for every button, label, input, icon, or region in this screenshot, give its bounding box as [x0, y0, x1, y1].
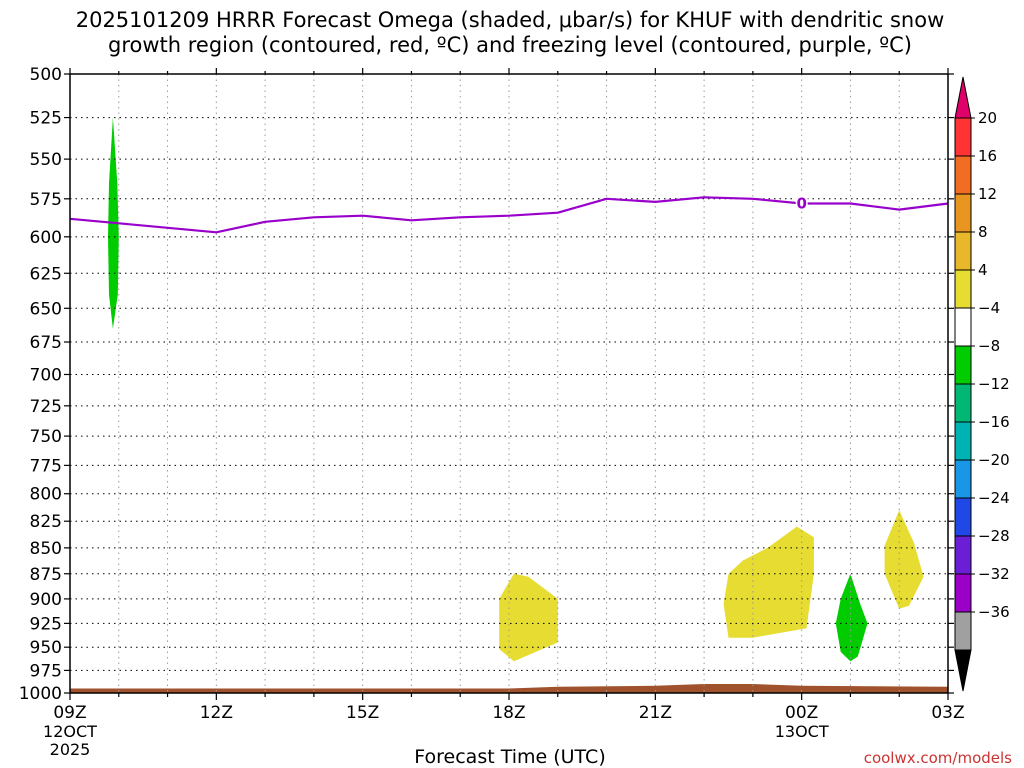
colorbar-bin-9 [954, 459, 972, 499]
colorbar-label-11: −28 [978, 527, 1010, 545]
colorbar-bin-2 [954, 193, 972, 233]
y-tick-label-950: 950 [30, 638, 62, 658]
colorbar-bottom-arrow [954, 649, 972, 692]
colorbar-bin-5 [954, 307, 972, 347]
freezing-level-line [69, 196, 949, 234]
colorbar: 20 16 12 8 4 −4 −8 −12 −16 −20 −24 −28 −32 −36 [954, 76, 1010, 692]
y-tick-label-725: 725 [30, 397, 62, 417]
omega-shaded-region-1 [499, 573, 558, 662]
colorbar-bin-11 [954, 535, 972, 575]
x-tick-label-0: 09Z [53, 703, 86, 723]
y-tick-label-525: 525 [30, 109, 62, 129]
x-tick-label-1: 12Z [200, 703, 233, 723]
y-tick-label-825: 825 [30, 512, 62, 532]
x-tick-label-6: 03Z [931, 703, 964, 723]
x-tick-sublabel-0-0: 12OCT [43, 722, 97, 741]
y-tick-label-750: 750 [30, 427, 62, 447]
y-tick-label-975: 975 [30, 661, 62, 681]
omega-shaded-region-2 [723, 526, 814, 638]
x-tick-label-4: 21Z [639, 703, 672, 723]
x-tick-sublabel-5-0: 13OCT [775, 722, 829, 741]
colorbar-label-7: −12 [978, 375, 1010, 393]
y-tick-label-800: 800 [30, 485, 62, 505]
colorbar-bin-7 [954, 383, 972, 423]
colorbar-label-4: 4 [978, 261, 988, 279]
y-tick-label-600: 600 [30, 228, 62, 248]
chart-title-line-2: growth region (contoured, red, ºC) and f… [108, 33, 912, 57]
colorbar-bin-12 [954, 573, 972, 613]
colorbar-bin-1 [954, 155, 972, 195]
colorbar-bin-3 [954, 231, 972, 271]
omega-shaded-region-4 [884, 510, 924, 609]
colorbar-bin-10 [954, 497, 972, 537]
colorbar-label-12: −32 [978, 565, 1010, 583]
y-tick-label-550: 550 [30, 150, 62, 170]
y-tick-label-775: 775 [30, 456, 62, 476]
colorbar-bin-4 [954, 269, 972, 309]
colorbar-label-10: −24 [978, 489, 1010, 507]
credit-text[interactable]: coolwx.com/models [864, 749, 1012, 767]
colorbar-label-0: 20 [978, 109, 997, 127]
colorbar-bin-6 [954, 345, 972, 385]
y-tick-label-500: 500 [30, 65, 62, 85]
colorbar-label-6: −8 [978, 337, 1000, 355]
y-tick-label-575: 575 [30, 190, 62, 210]
colorbar-label-9: −20 [978, 451, 1010, 469]
x-axis-label: Forecast Time (UTC) [414, 746, 605, 768]
y-tick-label-850: 850 [30, 539, 62, 559]
plot-area: 0 [69, 73, 949, 694]
colorbar-bin-8 [954, 421, 972, 461]
colorbar-label-13: −36 [978, 603, 1010, 621]
freezing-level-label: 0 [796, 194, 806, 212]
colorbar-top-arrow [954, 76, 972, 119]
colorbar-bin-0 [954, 117, 972, 157]
omega-shaded-region-3 [835, 573, 868, 662]
colorbar-label-2: 12 [978, 185, 997, 203]
y-tick-label-675: 675 [30, 333, 62, 353]
chart-title-line-1: 2025101209 HRRR Forecast Omega (shaded, … [76, 8, 945, 32]
terrain-fill [70, 684, 948, 693]
y-tick-label-625: 625 [30, 264, 62, 284]
colorbar-bin-13 [954, 611, 972, 651]
colorbar-label-1: 16 [978, 147, 997, 165]
x-tick-label-5: 00Z [785, 703, 818, 723]
colorbar-label-8: −16 [978, 413, 1010, 431]
y-tick-label-650: 650 [30, 299, 62, 319]
colorbar-label-3: 8 [978, 223, 988, 241]
y-tick-label-925: 925 [30, 614, 62, 634]
x-tick-label-2: 15Z [346, 703, 379, 723]
x-tick-sublabel-0-1: 2025 [50, 740, 91, 759]
y-axis: 500 525 550 575 600 625 650 675 700 725 750 775 800 8… [19, 65, 954, 704]
y-tick-label-700: 700 [30, 365, 62, 385]
x-tick-label-3: 18Z [492, 703, 525, 723]
y-tick-label-1000: 1000 [19, 684, 62, 704]
y-tick-label-900: 900 [30, 590, 62, 610]
colorbar-label-5: −4 [978, 299, 1000, 317]
y-tick-label-875: 875 [30, 565, 62, 585]
freezing-label-bg [795, 194, 808, 211]
